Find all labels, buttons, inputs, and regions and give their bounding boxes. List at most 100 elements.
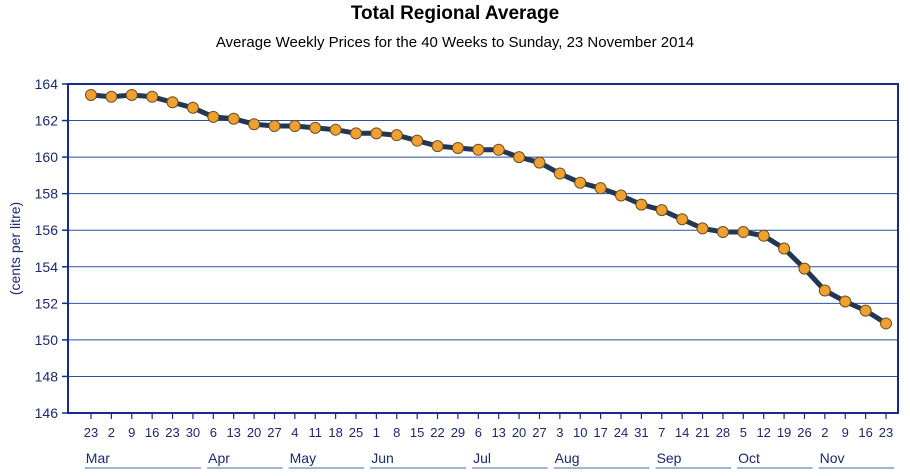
data-point <box>859 304 872 317</box>
x-tick-label: 21 <box>695 425 709 440</box>
data-point <box>778 242 791 255</box>
x-tick-label: 4 <box>291 425 298 440</box>
data-point <box>635 198 648 211</box>
x-tick-label: 25 <box>349 425 363 440</box>
data-point <box>553 167 566 180</box>
x-tick-label: 18 <box>328 425 342 440</box>
data-point <box>146 90 159 103</box>
x-tick-label: 9 <box>128 425 135 440</box>
x-tick-label: 24 <box>614 425 628 440</box>
x-tick-label: 12 <box>756 425 770 440</box>
x-tick-label: 15 <box>410 425 424 440</box>
data-point <box>186 101 199 114</box>
data-point <box>533 156 546 169</box>
chart-title: Total Regional Average <box>350 3 560 24</box>
data-point <box>411 134 424 147</box>
month-label: Aug <box>555 450 580 466</box>
data-point <box>737 226 750 239</box>
x-tick-label: 26 <box>797 425 811 440</box>
x-tick-label: 8 <box>393 425 400 440</box>
gridlines <box>68 120 898 377</box>
data-point <box>492 143 505 156</box>
y-tick-label: 152 <box>35 295 59 311</box>
y-tick-label: 156 <box>35 222 59 238</box>
y-axis-label: (cents per litre) <box>7 202 23 295</box>
x-tick-label: 13 <box>491 425 505 440</box>
y-tick-label: 150 <box>35 332 59 348</box>
data-point <box>472 143 485 156</box>
data-point <box>574 176 587 189</box>
x-tick-label: 23 <box>165 425 179 440</box>
x-tick-label: 16 <box>858 425 872 440</box>
y-axis-ticks: 146 148 150 152 154 156 158 160 162 164 <box>35 76 68 421</box>
x-tick-label: 6 <box>210 425 217 440</box>
x-tick-label: 20 <box>512 425 526 440</box>
x-tick-label: 20 <box>247 425 261 440</box>
data-point <box>390 129 403 142</box>
x-tick-label: 30 <box>186 425 200 440</box>
data-point <box>288 120 301 133</box>
x-tick-label: 27 <box>267 425 281 440</box>
x-tick-label: 10 <box>573 425 587 440</box>
data-points <box>85 88 892 330</box>
data-point <box>227 112 240 125</box>
x-tick-label: 23 <box>879 425 893 440</box>
x-tick-label: 17 <box>593 425 607 440</box>
x-tick-label: 14 <box>675 425 689 440</box>
data-point <box>248 118 261 131</box>
data-point <box>818 284 831 297</box>
data-point <box>839 295 852 308</box>
month-label: Jun <box>371 450 394 466</box>
y-tick-label: 164 <box>35 76 59 92</box>
data-point <box>655 204 668 217</box>
x-tick-label: 23 <box>84 425 98 440</box>
y-tick-label: 158 <box>35 186 59 202</box>
data-point <box>880 317 892 330</box>
series-line <box>90 92 888 326</box>
x-axis-ticks: 23 2 9 16 23 30 6 13 20 27 4 11 18 25 1 8 15 22 29 6 13 20 27 3… <box>84 413 893 440</box>
x-tick-label: 2 <box>108 425 115 440</box>
month-label: Apr <box>208 450 230 466</box>
x-tick-label: 27 <box>532 425 546 440</box>
x-tick-label: 31 <box>634 425 648 440</box>
month-label: Mar <box>86 450 110 466</box>
x-tick-label: 11 <box>308 425 322 440</box>
data-point <box>309 121 322 134</box>
data-point <box>716 226 729 239</box>
month-labels: Mar Apr May Jun Jul Aug Sep Oct Nov <box>84 450 895 469</box>
month-label: Nov <box>820 450 845 466</box>
y-tick-label: 146 <box>35 405 59 421</box>
data-point <box>268 120 281 133</box>
data-point <box>85 88 97 101</box>
x-tick-label: 9 <box>842 425 849 440</box>
month-label: Oct <box>738 450 760 466</box>
month-label: May <box>290 450 316 466</box>
data-point <box>594 182 607 195</box>
x-tick-label: 13 <box>226 425 240 440</box>
data-point <box>105 90 118 103</box>
data-point <box>696 222 709 235</box>
data-point <box>757 229 770 242</box>
x-tick-label: 22 <box>430 425 444 440</box>
data-point <box>350 127 362 140</box>
x-tick-label: 19 <box>777 425 791 440</box>
chart-subtitle: Average Weekly Prices for the 40 Weeks t… <box>215 34 695 51</box>
data-point <box>370 127 383 140</box>
x-tick-label: 5 <box>740 425 747 440</box>
data-point <box>798 262 811 275</box>
y-tick-label: 162 <box>35 113 59 129</box>
data-point <box>431 140 444 153</box>
month-label: Sep <box>657 450 682 466</box>
data-point <box>676 213 689 226</box>
x-tick-label: 7 <box>658 425 665 440</box>
x-tick-label: 28 <box>716 425 730 440</box>
data-point <box>451 141 464 154</box>
x-tick-label: 1 <box>373 425 380 440</box>
x-tick-label: 29 <box>451 425 465 440</box>
x-tick-label: 3 <box>556 425 563 440</box>
y-tick-label: 160 <box>35 149 59 165</box>
data-point <box>166 96 179 109</box>
data-point <box>513 151 526 164</box>
data-point <box>329 123 342 136</box>
